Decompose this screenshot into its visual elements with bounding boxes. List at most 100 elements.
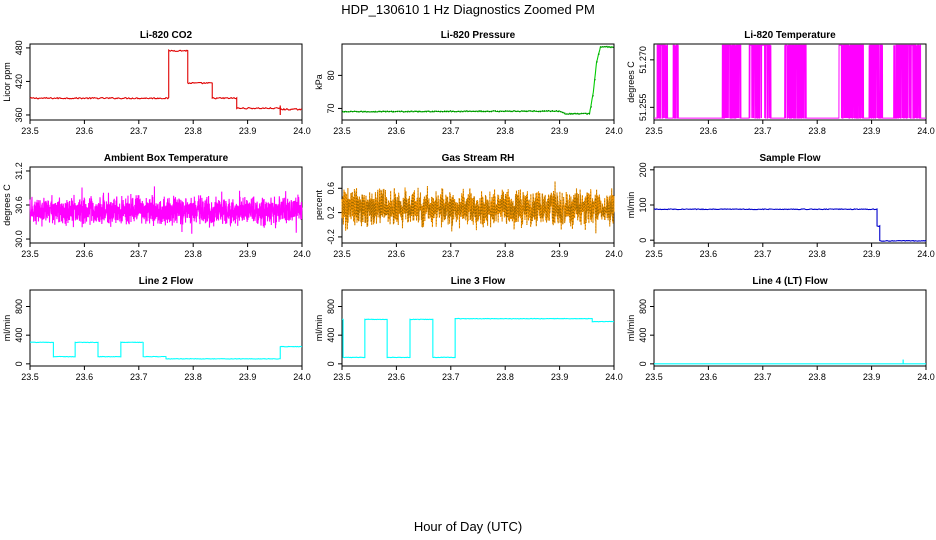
y-tick-label: 30.0 <box>14 230 24 248</box>
y-tick-label: 0 <box>14 361 24 366</box>
x-tick-label: 23.7 <box>442 249 460 259</box>
y-axis-label: ml/min <box>314 315 324 342</box>
y-tick-label: 800 <box>326 299 336 314</box>
panel-8: Line 3 Flow 23.5 23.6 23.7 23.8 23.9 24.0 0 400 8… <box>314 276 623 382</box>
data-series-points <box>342 45 614 115</box>
x-tick-label: 23.8 <box>496 249 514 259</box>
y-axis-label: ml/min <box>2 315 12 342</box>
plot-frame <box>341 289 615 367</box>
y-tick-label: 0 <box>638 238 648 243</box>
x-tick-label: 23.5 <box>333 126 351 136</box>
y-axis-label: Licor ppm <box>2 62 12 102</box>
y-axis-label: degrees C <box>2 184 12 226</box>
y-axis-label: ml/min <box>626 192 636 219</box>
x-tick-label: 24.0 <box>917 126 935 136</box>
plot-frame <box>29 43 303 121</box>
x-tick-label: 23.9 <box>239 372 257 382</box>
x-tick-label: 23.6 <box>388 249 406 259</box>
y-tick-label: 800 <box>14 299 24 314</box>
data-series-line <box>341 45 614 115</box>
x-tick-label: 23.9 <box>551 126 569 136</box>
data-series-points <box>341 181 615 234</box>
data-series-line <box>29 341 303 360</box>
x-tick-label: 23.5 <box>21 249 39 259</box>
x-tick-label: 23.8 <box>808 126 826 136</box>
x-tick-label: 24.0 <box>605 126 623 136</box>
y-axis-label: degrees C <box>626 61 636 103</box>
y-tick-label: 400 <box>326 328 336 343</box>
x-tick-label: 23.7 <box>442 126 460 136</box>
plot-frame <box>341 43 615 121</box>
x-tick-label: 23.8 <box>184 372 202 382</box>
x-tick-label: 23.7 <box>754 372 772 382</box>
x-tick-label: 23.6 <box>700 372 718 382</box>
x-tick-label: 23.5 <box>21 372 39 382</box>
x-tick-label: 23.9 <box>239 126 257 136</box>
x-tick-label: 23.6 <box>388 372 406 382</box>
y-tick-label: 360 <box>14 107 24 122</box>
x-tick-label: 23.7 <box>754 126 772 136</box>
panel-3: Li-820 Temperature 23.5 23.6 23.7 23.8 23.9 24… <box>626 30 935 136</box>
data-series-line <box>653 208 927 242</box>
x-tick-label: 23.6 <box>700 249 718 259</box>
data-series-line <box>654 44 926 119</box>
plot-frame <box>653 43 927 121</box>
y-tick-label: 0.2 <box>326 206 336 219</box>
y-tick-label: 30.6 <box>14 196 24 214</box>
x-tick-label: 23.5 <box>333 372 351 382</box>
panel-title: Li-820 CO2 <box>140 30 193 41</box>
panel-title: Li-820 Pressure <box>441 30 516 41</box>
x-tick-label: 23.9 <box>551 249 569 259</box>
x-tick-label: 23.6 <box>388 126 406 136</box>
y-tick-label: 200 <box>638 162 648 177</box>
x-tick-label: 23.7 <box>130 126 148 136</box>
y-tick-label: 400 <box>14 328 24 343</box>
x-tick-label: 23.8 <box>808 249 826 259</box>
panel-title: Li-820 Temperature <box>744 30 836 41</box>
panel-title: Ambient Box Temperature <box>104 153 229 164</box>
x-tick-label: 24.0 <box>917 372 935 382</box>
data-series-line <box>29 186 303 234</box>
x-tick-label: 24.0 <box>293 126 311 136</box>
y-tick-label: 51.270 <box>638 46 648 74</box>
y-tick-label: 420 <box>14 74 24 89</box>
x-tick-label: 23.5 <box>645 249 663 259</box>
panel-title: Line 2 Flow <box>139 276 194 287</box>
y-tick-label: -0.2 <box>326 229 336 245</box>
y-axis-label: kPa <box>314 74 324 90</box>
x-tick-label: 24.0 <box>605 372 623 382</box>
y-tick-label: 31.2 <box>14 162 24 180</box>
x-tick-label: 23.7 <box>130 249 148 259</box>
y-tick-label: 800 <box>638 299 648 314</box>
panel-6: Sample Flow 23.5 23.6 23.7 23.8 23.9 24.0 0 100 2… <box>626 153 935 259</box>
y-tick-label: 51.255 <box>638 94 648 122</box>
x-tick-label: 23.8 <box>496 126 514 136</box>
x-tick-label: 23.5 <box>645 126 663 136</box>
x-tick-label: 23.8 <box>184 126 202 136</box>
x-tick-label: 24.0 <box>293 372 311 382</box>
x-tick-label: 23.6 <box>76 126 94 136</box>
panel-7: Line 2 Flow 23.5 23.6 23.7 23.8 23.9 24.0 0 400 8… <box>2 276 311 382</box>
plot-frame <box>29 289 303 367</box>
y-tick-label: 0 <box>638 361 648 366</box>
x-tick-label: 23.9 <box>863 126 881 136</box>
y-tick-label: 80 <box>326 70 336 80</box>
x-tick-label: 23.5 <box>645 372 663 382</box>
x-tick-label: 23.5 <box>333 249 351 259</box>
y-tick-label: 0.6 <box>326 182 336 195</box>
x-tick-label: 23.9 <box>551 372 569 382</box>
x-tick-label: 24.0 <box>293 249 311 259</box>
x-axis-label: Hour of Day (UTC) <box>414 519 522 534</box>
x-tick-label: 23.7 <box>754 249 772 259</box>
x-tick-label: 23.9 <box>863 249 881 259</box>
data-series-line <box>341 317 615 359</box>
x-tick-label: 23.7 <box>442 372 460 382</box>
x-tick-label: 23.9 <box>863 372 881 382</box>
panel-title: Line 3 Flow <box>451 276 506 287</box>
y-axis-label: percent <box>314 189 324 220</box>
x-tick-label: 23.7 <box>130 372 148 382</box>
panel-title: Gas Stream RH <box>442 153 515 164</box>
x-tick-label: 23.8 <box>496 372 514 382</box>
panel-5: Gas Stream RH 23.5 23.6 23.7 23.8 23.9 24.0 -0.… <box>314 153 623 259</box>
